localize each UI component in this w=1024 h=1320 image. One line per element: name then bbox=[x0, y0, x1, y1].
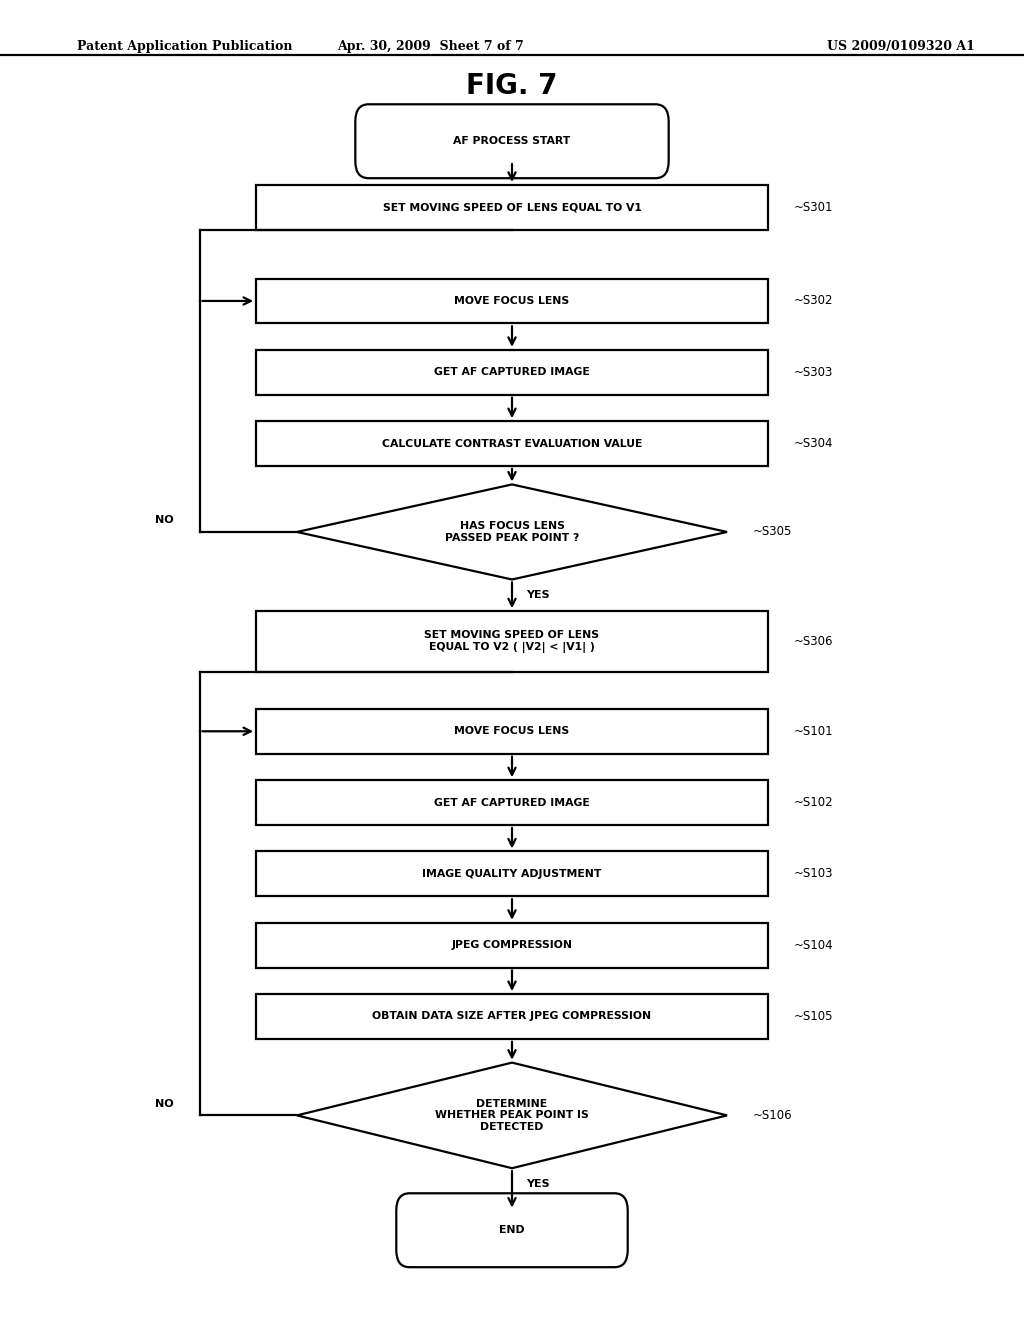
Text: ~S302: ~S302 bbox=[794, 294, 834, 308]
Text: SET MOVING SPEED OF LENS EQUAL TO V1: SET MOVING SPEED OF LENS EQUAL TO V1 bbox=[383, 202, 641, 213]
Polygon shape bbox=[297, 1063, 727, 1168]
FancyBboxPatch shape bbox=[256, 923, 768, 968]
FancyBboxPatch shape bbox=[256, 279, 768, 323]
Text: END: END bbox=[499, 1225, 525, 1236]
Text: ~S101: ~S101 bbox=[794, 725, 834, 738]
Text: IMAGE QUALITY ADJUSTMENT: IMAGE QUALITY ADJUSTMENT bbox=[422, 869, 602, 879]
FancyBboxPatch shape bbox=[256, 709, 768, 754]
FancyBboxPatch shape bbox=[256, 851, 768, 896]
Text: SET MOVING SPEED OF LENS
EQUAL TO V2 ( |V2| < |V1| ): SET MOVING SPEED OF LENS EQUAL TO V2 ( |… bbox=[425, 630, 599, 653]
Text: YES: YES bbox=[525, 590, 550, 601]
Text: JPEG COMPRESSION: JPEG COMPRESSION bbox=[452, 940, 572, 950]
Text: DETERMINE
WHETHER PEAK POINT IS
DETECTED: DETERMINE WHETHER PEAK POINT IS DETECTED bbox=[435, 1098, 589, 1133]
Text: CALCULATE CONTRAST EVALUATION VALUE: CALCULATE CONTRAST EVALUATION VALUE bbox=[382, 438, 642, 449]
FancyBboxPatch shape bbox=[355, 104, 669, 178]
Text: ~S303: ~S303 bbox=[794, 366, 833, 379]
Text: FIG. 7: FIG. 7 bbox=[466, 71, 558, 100]
FancyBboxPatch shape bbox=[256, 611, 768, 672]
Text: NO: NO bbox=[156, 1098, 174, 1109]
Text: ~S106: ~S106 bbox=[753, 1109, 793, 1122]
Polygon shape bbox=[297, 484, 727, 579]
Text: NO: NO bbox=[156, 515, 174, 525]
FancyBboxPatch shape bbox=[396, 1193, 628, 1267]
Text: ~S103: ~S103 bbox=[794, 867, 834, 880]
Text: YES: YES bbox=[525, 1179, 550, 1189]
Text: ~S105: ~S105 bbox=[794, 1010, 834, 1023]
Text: MOVE FOCUS LENS: MOVE FOCUS LENS bbox=[455, 296, 569, 306]
Text: ~S104: ~S104 bbox=[794, 939, 834, 952]
Text: HAS FOCUS LENS
PASSED PEAK POINT ?: HAS FOCUS LENS PASSED PEAK POINT ? bbox=[444, 521, 580, 543]
Text: ~S305: ~S305 bbox=[753, 525, 792, 539]
FancyBboxPatch shape bbox=[256, 421, 768, 466]
Text: AF PROCESS START: AF PROCESS START bbox=[454, 136, 570, 147]
Text: Apr. 30, 2009  Sheet 7 of 7: Apr. 30, 2009 Sheet 7 of 7 bbox=[337, 40, 523, 53]
Text: ~S304: ~S304 bbox=[794, 437, 834, 450]
Text: US 2009/0109320 A1: US 2009/0109320 A1 bbox=[827, 40, 975, 53]
Text: ~S102: ~S102 bbox=[794, 796, 834, 809]
FancyBboxPatch shape bbox=[256, 185, 768, 230]
Text: OBTAIN DATA SIZE AFTER JPEG COMPRESSION: OBTAIN DATA SIZE AFTER JPEG COMPRESSION bbox=[373, 1011, 651, 1022]
FancyBboxPatch shape bbox=[256, 994, 768, 1039]
Text: GET AF CAPTURED IMAGE: GET AF CAPTURED IMAGE bbox=[434, 367, 590, 378]
Text: MOVE FOCUS LENS: MOVE FOCUS LENS bbox=[455, 726, 569, 737]
Text: ~S301: ~S301 bbox=[794, 201, 834, 214]
FancyBboxPatch shape bbox=[256, 350, 768, 395]
Text: ~S306: ~S306 bbox=[794, 635, 834, 648]
FancyBboxPatch shape bbox=[256, 780, 768, 825]
Text: GET AF CAPTURED IMAGE: GET AF CAPTURED IMAGE bbox=[434, 797, 590, 808]
Text: Patent Application Publication: Patent Application Publication bbox=[77, 40, 292, 53]
